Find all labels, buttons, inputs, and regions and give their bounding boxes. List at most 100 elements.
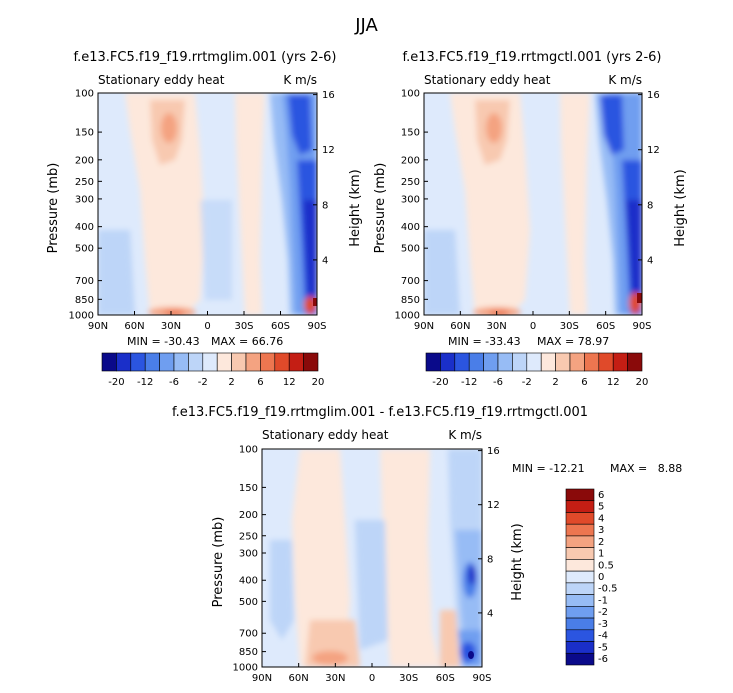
panel-3-y-tick-label: 100 [239,445,258,456]
colorbar-3-label: 3 [598,525,604,536]
panel-2-left-label: Stationary eddy heat [424,73,551,87]
colorbar-3-swatch [565,570,595,584]
panel-1-max: MAX = 66.76 [211,335,284,348]
panel-2-y-tick-label: 100 [401,89,420,100]
colorbar-1-swatch [130,352,146,372]
panel-1-y-tick-label: 100 [75,89,94,100]
panel-3-right-axis-label: Height (km) [510,523,525,601]
panel-3-x-tick-label: 30S [399,673,418,684]
colorbar-1-swatch [260,352,276,372]
panel-2-right-tick-label: 16 [647,90,660,101]
colorbar-1-swatch [101,352,117,372]
panel-1-min: MIN = -30.43 [127,335,200,348]
panel-1-right-tick-label: 16 [322,90,335,101]
panel-2-x-tick-label: 60S [596,321,615,332]
panel-2-title: f.e13.FC5.f19_f19.rrtmgctl.001 (yrs 2-6) [402,50,662,65]
colorbar-1-swatch [231,352,247,372]
page-title: JJA [355,15,378,36]
panel-1-ylabel: Pressure (mb) [46,162,61,254]
colorbar-2-label: 20 [636,377,649,388]
panel-1-x-tick-label: 30S [234,321,253,332]
colorbar-3-label: 0 [598,572,604,583]
panel-1-x-tick-label: 90S [307,321,326,332]
panel-2-x-tick-label: 90S [632,321,651,332]
colorbar-3-swatch [565,500,595,513]
colorbar-1-label: -12 [137,377,153,388]
colorbar-1-swatch [202,352,218,372]
panel-1-y-tick-label: 850 [75,295,94,306]
colorbar-2-label: 6 [581,377,587,388]
colorbar-2-swatch [483,352,499,372]
colorbar-2-label: -6 [493,377,503,388]
colorbar-3-swatch [565,547,595,560]
colorbar-2-swatch [627,352,643,372]
panel-1-y-tick-label: 250 [75,177,94,188]
colorbar-1-swatch [144,352,160,372]
colorbar-3-swatch [565,559,595,572]
panel-3-contour-fill [262,449,482,667]
colorbar-1-swatch [274,352,290,372]
colorbar-3-label: -6 [598,654,608,665]
colorbar-3-swatch [565,512,595,525]
colorbar-1-label: 6 [257,377,263,388]
panel-3-right-tick-label: 12 [487,500,500,511]
colorbar-1-swatch [245,352,261,372]
colorbar-3-label: 4 [598,513,604,524]
colorbar-1-swatch [159,352,175,372]
colorbar-3-swatch [565,617,595,631]
colorbar-3-label: 6 [598,490,604,501]
panel-3-x-tick-label: 60S [436,673,455,684]
panel-2-y-tick-label: 400 [401,222,420,233]
panel-3-x-tick-label: 90N [252,673,272,684]
colorbar-2-swatch [440,352,456,372]
colorbar-3-swatch [565,488,595,502]
panel-3-y-tick-label: 700 [239,629,258,640]
panel-2-y-tick-label: 1000 [395,311,420,322]
colorbar-1-swatch [188,352,204,372]
panel-2-max: MAX = 78.97 [537,335,610,348]
colorbar-3-swatch [565,594,595,607]
colorbar-3-label: 5 [598,502,604,513]
panel-3-x-tick-label: 60N [289,673,309,684]
panel-2-x-tick-label: 90N [414,321,434,332]
panel-2-y-tick-label: 700 [401,276,420,287]
colorbar-1-label: 12 [283,377,296,388]
colorbar-3-swatch [565,641,595,654]
colorbar-1-swatch [216,352,232,372]
panel-3-y-tick-label: 400 [239,576,258,587]
panel-1-y-tick-label: 300 [75,194,94,205]
panel-1-x-tick-label: 60N [124,321,144,332]
colorbar-3-swatch [565,652,595,666]
panel-2-right-axis-label: Height (km) [673,169,688,247]
colorbar-1-label: -6 [169,377,179,388]
panel-1-units: K m/s [283,73,317,87]
colorbars-layer: -20 -12 -6 -2 2 6 12 20 -20 -12 -6 -2 2 6 12 206543210.… [101,352,649,666]
panel-1-right-axis-label: Height (km) [348,169,363,247]
panel-3-right-tick-label: 8 [487,554,493,565]
panel-2-right-tick-label: 12 [647,145,660,156]
colorbar-2-swatch [425,352,441,372]
colorbar-3-swatch [565,629,595,642]
panel-3-y-tick-label: 200 [239,510,258,521]
panel-3-x-tick-label: 90S [472,673,491,684]
axes-layer: 90N 60N 30N 0 30S 60S 90S100150200250300400500… [69,89,660,685]
panel-2-y-tick-label: 150 [401,128,420,139]
colorbar-2-label: -2 [522,377,532,388]
panel-2-x-tick-label: 0 [530,321,536,332]
colorbar-1-swatch [288,352,304,372]
colorbar-2-swatch [512,352,528,372]
panel-1-y-tick-label: 500 [75,244,94,255]
colorbar-2-swatch [584,352,600,372]
colorbar-1-swatch [303,352,319,372]
colorbar-3-swatch [565,606,595,619]
panel-3-right-tick-label: 16 [487,446,500,457]
panel-1-y-tick-label: 1000 [69,311,94,322]
colorbar-2-swatch [526,352,542,372]
panel-1-right-tick-label: 12 [322,145,335,156]
panel-2-x-tick-label: 30N [487,321,507,332]
panel-2-y-tick-label: 500 [401,244,420,255]
panel-2-right-tick-label: 4 [647,255,653,266]
colorbar-2-label: 12 [607,377,620,388]
panel-2-right-tick-label: 8 [647,200,653,211]
panel-1-y-tick-label: 150 [75,128,94,139]
